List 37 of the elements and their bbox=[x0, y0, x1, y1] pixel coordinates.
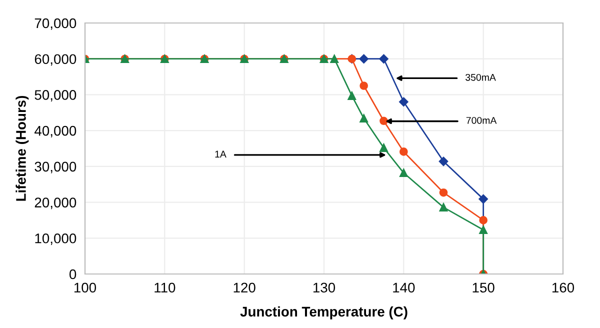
point bbox=[360, 82, 368, 90]
x-axis-title: Junction Temperature (C) bbox=[240, 306, 408, 320]
x-tick-label: 130 bbox=[313, 282, 336, 293]
y-tick-label: 60,000 bbox=[34, 54, 76, 66]
x-tick-label: 120 bbox=[234, 282, 256, 293]
y-axis-title: Lifetime (Hours) bbox=[16, 96, 29, 201]
point bbox=[380, 144, 388, 152]
point bbox=[379, 54, 388, 64]
annotation: 700mA bbox=[466, 116, 497, 124]
point bbox=[380, 116, 388, 126]
point bbox=[478, 194, 488, 204]
point bbox=[399, 97, 408, 107]
x-tick-label: 160 bbox=[552, 282, 574, 293]
point bbox=[479, 226, 488, 234]
x-tick-label: 110 bbox=[154, 282, 176, 293]
x-tick-label: 140 bbox=[393, 282, 415, 293]
y-tick-label: 0 bbox=[69, 269, 76, 280]
x-tick-label: 100 bbox=[74, 282, 96, 293]
point bbox=[400, 168, 408, 178]
point bbox=[348, 92, 356, 100]
y-tick-label: 50,000 bbox=[34, 90, 76, 102]
point bbox=[359, 54, 368, 64]
point bbox=[360, 114, 368, 123]
point bbox=[439, 188, 448, 197]
point bbox=[438, 156, 448, 166]
point bbox=[439, 203, 448, 212]
y-tick-label: 30,000 bbox=[34, 162, 76, 174]
y-tick-label: 10,000 bbox=[35, 233, 76, 245]
y-tick-label: 20,000 bbox=[34, 198, 76, 210]
annotation: 1A bbox=[215, 150, 226, 158]
y-tick-label: 40,000 bbox=[34, 126, 76, 138]
point bbox=[330, 54, 339, 64]
x-tick-label: 150 bbox=[472, 282, 494, 293]
annotation: 350mA bbox=[466, 74, 496, 81]
y-tick-label: 70,000 bbox=[34, 18, 76, 30]
point bbox=[479, 216, 488, 224]
point bbox=[400, 148, 408, 156]
